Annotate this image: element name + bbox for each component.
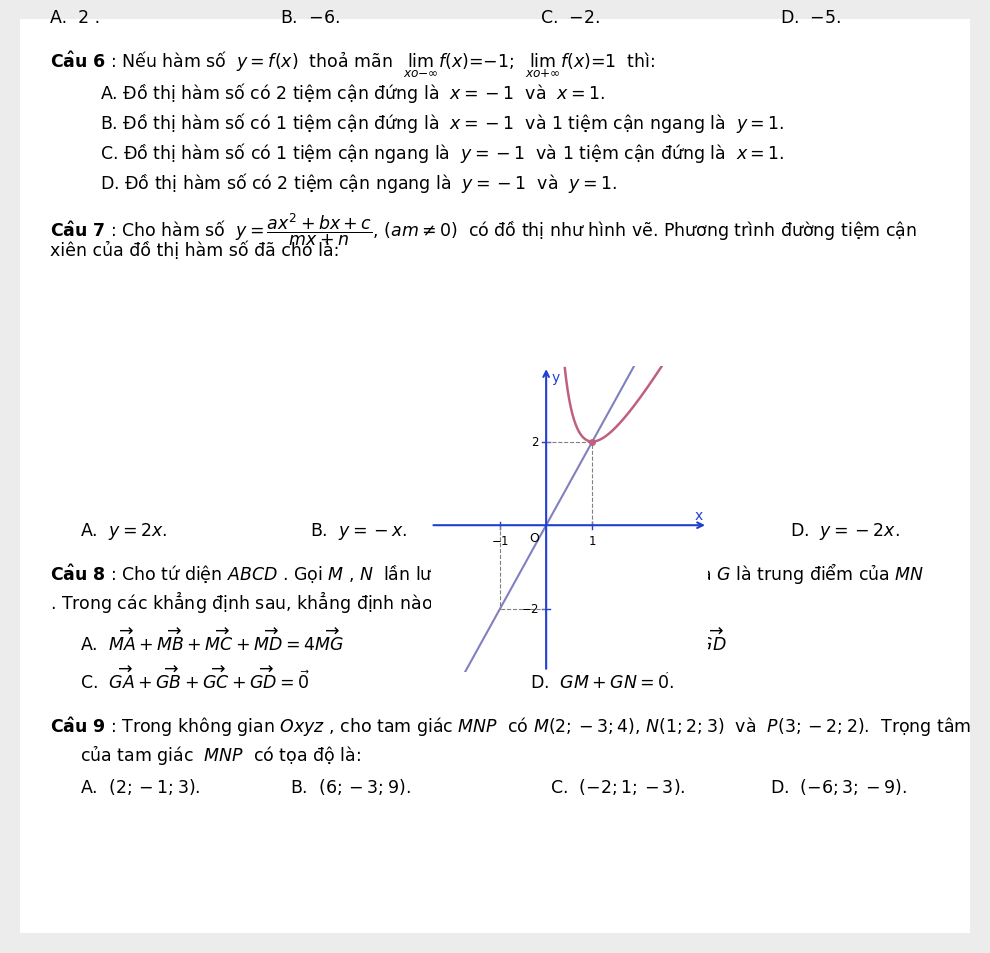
Text: D.  $\overrightarrow{GM}+\overrightarrow{GN}=\vec{0}$.: D. $\overrightarrow{GM}+\overrightarrow{… bbox=[530, 666, 674, 693]
Text: A.  $(2;-1;3)$.: A. $(2;-1;3)$. bbox=[80, 776, 201, 796]
Text: $2$: $2$ bbox=[531, 436, 540, 449]
Text: . Trong các khẳng định sau, khẳng định nào  $\mathbf{sai}$?: . Trong các khẳng định sau, khẳng định n… bbox=[50, 588, 481, 615]
Text: $-2$: $-2$ bbox=[521, 602, 540, 616]
Text: D.  $y=-2x$.: D. $y=-2x$. bbox=[790, 520, 900, 541]
Text: O: O bbox=[530, 532, 540, 545]
Text: B.  $y=-x$.: B. $y=-x$. bbox=[310, 520, 407, 541]
Text: $\mathbf{C\hat{a}u\ 9}$ : Trong không gian $Oxyz$ , cho tam giác $MNP$  có $M(2;: $\mathbf{C\hat{a}u\ 9}$ : Trong không gi… bbox=[50, 714, 971, 738]
Text: C. Đồ thị hàm số có 1 tiệm cận ngang là  $y=-1$  và 1 tiệm cận đứng là  $x=1$.: C. Đồ thị hàm số có 1 tiệm cận ngang là … bbox=[100, 141, 785, 165]
Text: C.  $y=x$.: C. $y=x$. bbox=[570, 520, 646, 541]
Text: xiên của đồ thị hàm số đã cho là:: xiên của đồ thị hàm số đã cho là: bbox=[50, 241, 340, 259]
Text: B.  $-6$.: B. $-6$. bbox=[280, 9, 340, 27]
Text: của tam giác  $MNP$  có tọa độ là:: của tam giác $MNP$ có tọa độ là: bbox=[80, 742, 361, 766]
Text: C.  $\overrightarrow{GA}+\overrightarrow{GB}+\overrightarrow{GC}+\overrightarrow: C. $\overrightarrow{GA}+\overrightarrow{… bbox=[80, 666, 310, 693]
Text: D. Đồ thị hàm số có 2 tiệm cận ngang là  $y=-1$  và  $y=1$.: D. Đồ thị hàm số có 2 tiệm cận ngang là … bbox=[100, 171, 617, 194]
Text: D.  $-5$.: D. $-5$. bbox=[780, 9, 842, 27]
Text: y: y bbox=[551, 371, 560, 385]
Text: A. Đồ thị hàm số có 2 tiệm cận đứng là  $x=-1$  và  $x=1$.: A. Đồ thị hàm số có 2 tiệm cận đứng là $… bbox=[100, 81, 605, 105]
Text: B.  $(6;-3;9)$.: B. $(6;-3;9)$. bbox=[290, 776, 411, 796]
Text: B.  $\overrightarrow{GA}+\overrightarrow{GB}+\overrightarrow{GC}=\overrightarrow: B. $\overrightarrow{GA}+\overrightarrow{… bbox=[530, 628, 727, 655]
Text: D.  $(-6;3;-9)$.: D. $(-6;3;-9)$. bbox=[770, 776, 907, 796]
Text: $\mathbf{C\hat{a}u\ 7}$ : Cho hàm số  $y=\dfrac{ax^2+bx+c}{mx+n}$, $(am\neq 0)$ : $\mathbf{C\hat{a}u\ 7}$ : Cho hàm số $y=… bbox=[50, 211, 917, 247]
Text: B. Đồ thị hàm số có 1 tiệm cận đứng là  $x=-1$  và 1 tiệm cận ngang là  $y=1$.: B. Đồ thị hàm số có 1 tiệm cận đứng là $… bbox=[100, 111, 784, 135]
Text: C.  $-2$.: C. $-2$. bbox=[540, 9, 600, 27]
Text: x: x bbox=[695, 508, 703, 522]
Text: $1$: $1$ bbox=[588, 534, 597, 547]
Text: $-1$: $-1$ bbox=[491, 534, 509, 547]
Text: $\mathbf{C\hat{a}u\ 6}$ : Nếu hàm số  $y=f(x)$  thoả mãn  $\lim_{x	o-\infty} f(x: $\mathbf{C\hat{a}u\ 6}$ : Nếu hàm số $y=… bbox=[50, 49, 655, 80]
Text: A.  $\overrightarrow{MA}+\overrightarrow{MB}+\overrightarrow{MC}+\overrightarrow: A. $\overrightarrow{MA}+\overrightarrow{… bbox=[80, 628, 344, 655]
Text: $\mathbf{C\hat{a}u\ 8}$ : Cho tứ diện $ABCD$ . Gọi $M$ , $N$  lần lượt là trung : $\mathbf{C\hat{a}u\ 8}$ : Cho tứ diện $A… bbox=[50, 560, 925, 585]
Text: A.  $y=2x$.: A. $y=2x$. bbox=[80, 520, 167, 541]
Text: A.  2 .: A. 2 . bbox=[50, 9, 100, 27]
Text: C.  $(-2;1;-3)$.: C. $(-2;1;-3)$. bbox=[550, 776, 685, 796]
